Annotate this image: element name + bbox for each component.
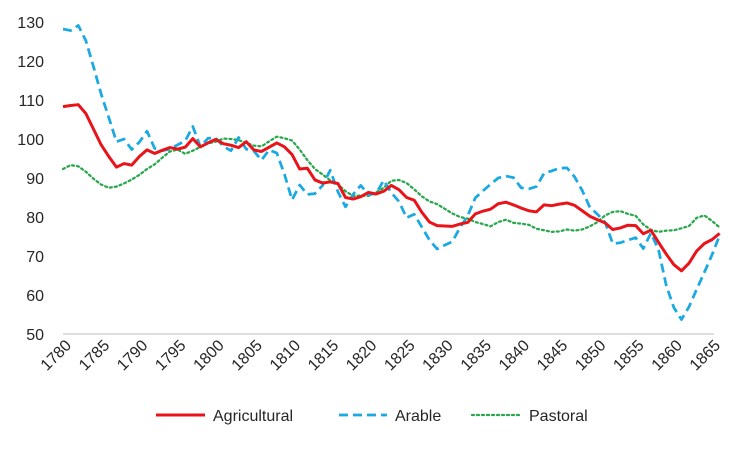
- series-layer: [61, 24, 721, 321]
- y-tick-label: 100: [17, 132, 44, 149]
- x-tick-label: 1855: [610, 337, 647, 374]
- x-tick-label: 1785: [76, 337, 113, 374]
- y-tick-label: 60: [26, 288, 44, 305]
- x-tick-label: 1805: [229, 337, 266, 374]
- series-line-agricultural: [62, 103, 721, 273]
- x-tick-label: 1840: [496, 337, 533, 374]
- x-tick-label: 1815: [305, 337, 342, 374]
- legend-label-agricultural: Agricultural: [213, 408, 293, 425]
- x-tick-label: 1790: [114, 337, 151, 374]
- y-tick-label: 130: [17, 15, 44, 32]
- x-axis: 1780 1785 1790 1795 1800 1805 1810 1815 1820 1825…: [38, 337, 724, 374]
- y-tick-label: 50: [26, 327, 44, 344]
- legend-label-pastoral: Pastoral: [529, 408, 588, 425]
- x-tick-label: 1845: [534, 337, 571, 374]
- y-tick-label: 110: [18, 93, 44, 110]
- y-tick-label: 80: [26, 210, 44, 227]
- x-tick-label: 1820: [343, 337, 380, 374]
- y-tick-label: 70: [26, 249, 44, 266]
- y-tick-label: 90: [26, 171, 44, 188]
- y-axis: 50 60 70 80 90 100 110 120 130: [17, 15, 44, 344]
- x-tick-label: 1865: [687, 337, 724, 374]
- x-tick-label: 1795: [152, 337, 189, 374]
- x-tick-label: 1830: [420, 337, 457, 374]
- legend: Agricultural Arable Pastoral: [156, 408, 588, 425]
- x-tick-label: 1800: [191, 337, 228, 374]
- x-tick-label: 1850: [572, 337, 609, 374]
- x-tick-label: 1825: [381, 337, 418, 374]
- x-tick-label: 1810: [267, 337, 304, 374]
- series-line-arable: [62, 24, 721, 321]
- x-tick-label: 1835: [458, 337, 495, 374]
- x-tick-label: 1860: [649, 337, 686, 374]
- y-tick-label: 120: [17, 54, 44, 71]
- legend-label-arable: Arable: [395, 408, 441, 425]
